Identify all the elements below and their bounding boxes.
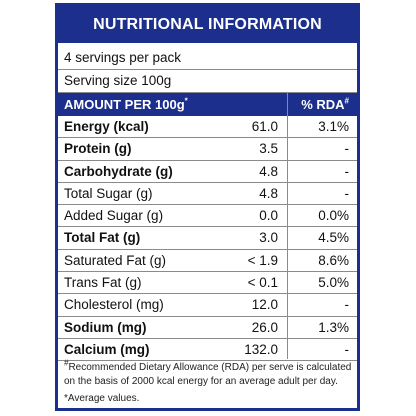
- nutrient-value: 132.0: [244, 341, 278, 357]
- nutrient-row: Energy (kcal) 61.0 3.1%: [58, 116, 357, 139]
- nutrient-rda: 3.1%: [318, 119, 349, 134]
- serving-size: Serving size 100g: [58, 70, 357, 93]
- nutrient-name: Protein (g): [64, 141, 132, 157]
- nutrient-name: Saturated Fat (g): [64, 252, 167, 268]
- label-title: NUTRITIONAL INFORMATION (Approx): [58, 6, 357, 70]
- nutrient-rda: 0.0%: [318, 208, 349, 224]
- nutrient-name: Sodium (mg): [64, 319, 147, 335]
- nutrient-value: 0.0: [259, 208, 278, 224]
- nutrient-row: Total Sugar (g) 4.8 -: [58, 183, 357, 206]
- nutrient-rda: -: [344, 297, 350, 313]
- nutrient-value: 61.0: [251, 119, 278, 134]
- nutrient-rda: -: [344, 163, 350, 179]
- table-header: AMOUNT PER 100g* % RDA#: [58, 93, 357, 116]
- nutrient-name: Total Fat (g): [64, 230, 141, 246]
- nutrient-value: < 0.1: [247, 275, 278, 291]
- nutrient-name: Carbohydrate (g): [64, 163, 173, 179]
- nutrient-name: Cholesterol (mg): [64, 297, 164, 313]
- nutrient-rda: 5.0%: [318, 275, 349, 291]
- nutrient-value: 26.0: [251, 319, 278, 335]
- nutrient-rda: -: [344, 141, 350, 157]
- nutrient-rda: -: [344, 341, 350, 357]
- nutrient-name: Calcium (mg): [64, 341, 150, 357]
- nutrient-row: Carbohydrate (g) 4.8 -: [58, 161, 357, 183]
- nutrient-row: Saturated Fat (g) < 1.9 8.6%: [58, 250, 357, 273]
- amount-header: AMOUNT PER 100g*: [64, 96, 188, 112]
- rda-header: % RDA#: [301, 96, 349, 112]
- average-footnote: *Average values.: [64, 393, 140, 404]
- nutrient-name: Added Sugar (g): [64, 208, 164, 224]
- nutrient-name: Energy (kcal): [64, 119, 149, 134]
- nutrient-rda: 4.5%: [318, 230, 349, 246]
- nutrient-row: Calcium (mg) 132.0 -: [58, 339, 357, 362]
- nutrient-row: Total Fat (g) 3.0 4.5%: [58, 227, 357, 250]
- nutrient-table: Energy (kcal) 61.0 3.1% Protein (g) 3.5- Carb…: [58, 116, 357, 362]
- nutrient-row: Cholesterol (mg) 12.0 -: [58, 294, 357, 317]
- nutrition-label: NUTRITIONAL INFORMATION (Approx) 4 servi…: [55, 3, 360, 411]
- nutrient-value: 4.8: [259, 185, 278, 201]
- nutrient-value: 3.5: [259, 141, 278, 157]
- nutrient-rda: 1.3%: [318, 319, 349, 335]
- nutrient-value: 3.0: [259, 230, 278, 246]
- nutrient-row: Trans Fat (g) < 0.1 5.0%: [58, 272, 357, 295]
- nutrient-row: Added Sugar (g) 0.0 0.0%: [58, 205, 357, 228]
- nutrient-value: < 1.9: [247, 252, 278, 268]
- nutrient-value: 12.0: [251, 297, 278, 313]
- nutrient-value: 4.8: [259, 163, 278, 179]
- rda-footnote: #Recommended Dietary Allowance (RDA) per…: [64, 358, 352, 387]
- servings-per-pack: 4 servings per pack: [58, 47, 357, 70]
- nutrient-row: Protein (g) 3.5 -: [58, 138, 357, 161]
- nutrient-rda: -: [344, 185, 350, 201]
- nutrient-rda: 8.6%: [318, 252, 349, 268]
- nutrient-name: Total Sugar (g): [64, 185, 153, 201]
- column-divider: [287, 93, 288, 359]
- nutrient-name: Trans Fat (g): [64, 275, 142, 291]
- nutrient-row: Sodium (mg) 26.0 1.3%: [58, 317, 357, 339]
